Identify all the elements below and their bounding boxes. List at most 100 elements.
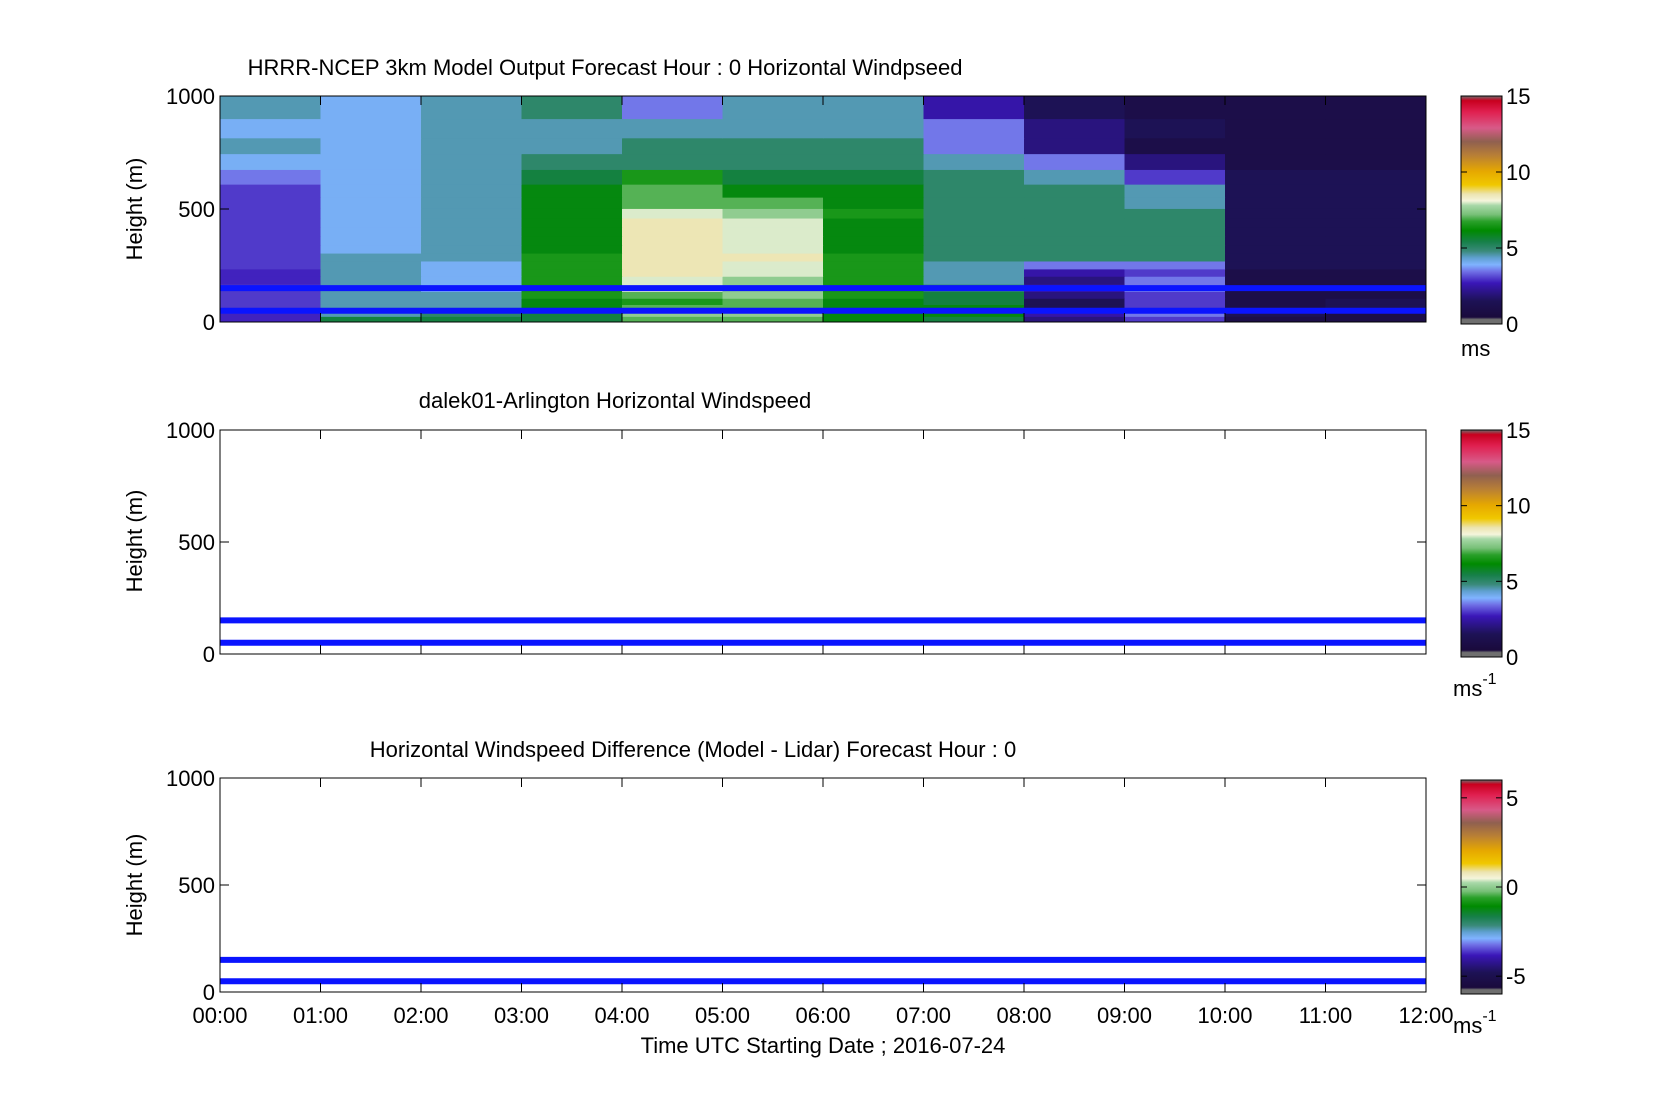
heatmap-cell (1225, 304, 1326, 311)
heatmap-cell (220, 268, 321, 277)
heatmap-cell (823, 276, 924, 285)
heatmap-cell (1024, 218, 1125, 228)
heatmap-cell (823, 153, 924, 170)
heatmap-cell (1024, 208, 1125, 219)
heatmap-cell (622, 316, 723, 323)
heatmap-cell (1124, 298, 1226, 305)
heatmap-cell (722, 316, 824, 323)
heatmap-cell (421, 197, 522, 209)
heatmap-cell (1225, 184, 1326, 198)
heatmap-cell (923, 153, 1025, 170)
heatmap-cell (1225, 96, 1326, 120)
x-tick-label: 00:00 (192, 1003, 247, 1028)
heatmap-cell (1325, 268, 1427, 277)
colorbar-tick-label: 0 (1506, 645, 1518, 670)
heatmap-cell (722, 208, 824, 219)
heatmap-cell (521, 304, 623, 311)
panel-lidar-colorbar-unit: ms-1 (1453, 671, 1497, 701)
heatmap-cell (823, 236, 924, 246)
heatmap-cell (1225, 208, 1326, 219)
colorbar-tick-label: 0 (1506, 312, 1518, 337)
heatmap-cell (722, 169, 824, 185)
heatmap-cell (1024, 96, 1125, 120)
panel-lidar: dalek01-Arlington Horizontal Windspeed 0… (122, 388, 1530, 701)
heatmap-cell (1124, 245, 1226, 254)
x-tick-label: 12:00 (1398, 1003, 1453, 1028)
heatmap-cell (521, 298, 623, 305)
panel-difference-overlay-lines (220, 956, 1426, 985)
heatmap-cell (1024, 184, 1125, 198)
heatmap-cell (320, 197, 422, 209)
heatmap-cell (622, 137, 723, 155)
heatmap-cell (923, 245, 1025, 254)
heatmap-cell (823, 316, 924, 323)
heatmap-cell (320, 276, 422, 285)
heatmap-cell (521, 169, 623, 185)
heatmap-cell (220, 96, 321, 120)
panel-lidar-overlay-lines (220, 617, 1426, 646)
heatmap-cell (220, 316, 321, 323)
heatmap-cell (1124, 96, 1226, 120)
heatmap-cell (622, 197, 723, 209)
heatmap-cell (220, 197, 321, 209)
heatmap-cell (823, 208, 924, 219)
panel-model: HRRR-NCEP 3km Model Output Forecast Hour… (122, 55, 1530, 361)
panel-model-colorbar-unit: ms (1461, 336, 1490, 361)
heatmap-cell (1325, 197, 1427, 209)
heatmap-cell (320, 304, 422, 311)
heatmap-cell (722, 253, 824, 262)
heatmap-cell (1325, 118, 1427, 139)
heatmap-cell (521, 184, 623, 198)
colorbar-tick-label: 15 (1506, 84, 1530, 109)
panel-model-colorbar-ticks: 0 5 10 15 (1461, 84, 1530, 337)
heatmap-cell (1124, 169, 1226, 185)
heatmap-cell (1225, 197, 1326, 209)
heatmap-cell (421, 169, 522, 185)
panel-difference-colorbar-unit: ms-1 (1453, 1008, 1497, 1038)
heatmap-cell (1024, 197, 1125, 209)
panel-lidar-ylabel: Height (m) (122, 490, 147, 593)
heatmap-cell (421, 276, 522, 285)
x-tick-labels: 00:00 01:00 02:00 03:00 04:00 05:00 06:00 07:00… (192, 1003, 1453, 1028)
heatmap-cell (923, 260, 1025, 270)
heatmap-cell (622, 298, 723, 305)
heatmap-cell (1325, 236, 1427, 246)
heatmap-cell (923, 316, 1025, 323)
heatmap-cell (1325, 227, 1427, 237)
heatmap-cell (923, 169, 1025, 185)
heatmap-cell (1325, 96, 1427, 120)
heatmap-cell (320, 316, 422, 323)
heatmap-cell (1124, 227, 1226, 237)
heatmap-cell (220, 208, 321, 219)
x-axis-label: Time UTC Starting Date ; 2016-07-24 (641, 1033, 1006, 1058)
heatmap-cell (1124, 304, 1226, 311)
panel-difference-ylabel: Height (m) (122, 834, 147, 937)
heatmap-cell (1325, 169, 1427, 185)
heatmap-cell (622, 118, 723, 139)
x-tick-label: 01:00 (293, 1003, 348, 1028)
heatmap-cell (923, 291, 1025, 299)
heatmap-cell (1225, 227, 1326, 237)
x-tick-label: 06:00 (795, 1003, 850, 1028)
heatmap-cell (1225, 253, 1326, 262)
heatmap-cell (220, 153, 321, 170)
heatmap-cell (521, 208, 623, 219)
heatmap-cell (622, 169, 723, 185)
heatmap-cell (923, 298, 1025, 305)
heatmap-cell (421, 96, 522, 120)
heatmap-cell (220, 260, 321, 270)
heatmap-cell (722, 218, 824, 228)
heatmap-cell (722, 298, 824, 305)
heatmap-cell (521, 218, 623, 228)
heatmap-cell (923, 197, 1025, 209)
panel-model-y-ticks: 0 500 1000 (166, 84, 1426, 335)
y-tick-label: 1000 (166, 766, 215, 791)
colorbar-tick-label: 5 (1506, 236, 1518, 261)
panel-model-colorbar (1460, 95, 1503, 325)
heatmap-cell (622, 245, 723, 254)
heatmap-cell (1325, 153, 1427, 170)
heatmap-cell (521, 227, 623, 237)
panel-difference-y-ticks: 0 500 1000 (166, 766, 1426, 1005)
heatmap-cell (1225, 291, 1326, 299)
heatmap-cell (521, 253, 623, 262)
